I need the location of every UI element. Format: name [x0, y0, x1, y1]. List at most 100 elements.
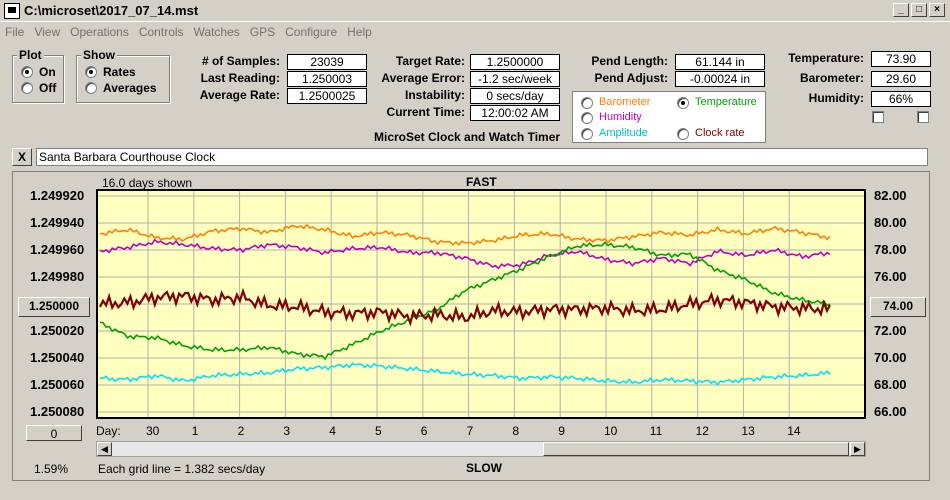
humidity-radio[interactable]	[581, 112, 593, 124]
series-line-4	[99, 287, 831, 327]
minimize-button[interactable]: _	[893, 3, 909, 17]
plot-off-label: Off	[39, 81, 57, 95]
show-averages-radio[interactable]	[85, 82, 97, 94]
average-error-label: Average Error:	[381, 71, 465, 85]
plot-on-label: On	[39, 65, 56, 79]
fast-label: FAST	[466, 175, 497, 189]
x-axis-tick: 2	[237, 424, 245, 438]
series-line-0	[99, 223, 831, 246]
series-line-2	[99, 241, 831, 361]
x-axis-tick: 4	[329, 424, 336, 438]
humidity-label: Humidity:	[808, 91, 864, 105]
clock-rate-radio[interactable]	[677, 128, 689, 140]
current-time-label: Current Time:	[386, 105, 465, 119]
days-shown-label: 16.0 days shown	[102, 176, 193, 190]
x-axis-tick: 6	[420, 424, 428, 438]
barometer-label: Barometer:	[799, 71, 864, 85]
right-center-button[interactable]: 74.00	[870, 297, 926, 317]
option-checkbox-1[interactable]	[872, 111, 884, 123]
show-rates-radio[interactable]	[85, 66, 97, 78]
left-axis-tick: 1.249920	[30, 188, 85, 203]
x-axis-tick: 5	[375, 424, 382, 438]
window-title: C:\microset\2017_07_14.mst	[24, 3, 199, 18]
slow-label: SLOW	[466, 461, 502, 475]
series-line-1	[99, 238, 831, 270]
temperature-field: 73.90	[871, 51, 931, 67]
temperature-radio[interactable]	[677, 97, 689, 109]
right-axis-tick: 72.00	[874, 323, 907, 338]
menu-gps[interactable]: GPS	[249, 25, 276, 39]
maximize-button[interactable]: □	[911, 3, 927, 17]
left-axis-tick: 1.250060	[30, 377, 85, 392]
left-axis-tick: 1.249960	[30, 242, 85, 257]
right-axis-tick: 82.00	[874, 188, 907, 203]
average-rate-label: Average Rate:	[199, 88, 280, 102]
show-averages-label: Averages	[103, 81, 157, 95]
scroll-right-button[interactable]: ▶	[850, 442, 865, 456]
menu-file[interactable]: File	[5, 25, 25, 39]
percent-label: 1.59%	[34, 462, 69, 476]
instability-label: Instability:	[404, 88, 465, 102]
barometer-radio[interactable]	[581, 97, 593, 109]
pend-adjust-label: Pend Adjust:	[594, 71, 668, 85]
overlay-selector: Barometer Temperature Humidity Amplitude…	[572, 91, 766, 143]
left-axis-tick: 1.249940	[30, 215, 85, 230]
app-icon	[4, 3, 20, 19]
x-axis-tick: 7	[466, 424, 474, 438]
plot-on-radio[interactable]	[21, 66, 33, 78]
right-axis-tick: 80.00	[874, 215, 907, 230]
right-axis-tick: 66.00	[874, 404, 907, 419]
menu-view[interactable]: View	[34, 25, 61, 39]
menu-watches[interactable]: Watches	[193, 25, 240, 39]
show-group-title: Show	[81, 48, 117, 62]
pend-length-field: 61.144 in	[675, 54, 765, 70]
clock-name-input[interactable]: Santa Barbara Courthouse Clock	[36, 148, 928, 166]
horizontal-scrollbar[interactable]: ◀ ▶	[96, 441, 866, 457]
x-axis-tick: 1	[191, 424, 199, 438]
plot-off-radio[interactable]	[21, 82, 33, 94]
plot-group: Plot On Off	[12, 48, 64, 103]
right-axis-tick: 76.00	[874, 269, 907, 284]
menu-bar: File View Operations Controls Watches GPS Conf…	[0, 23, 950, 41]
left-axis-tick: 1.250080	[30, 404, 85, 419]
clock-rate-option-label: Clock rate	[695, 127, 745, 139]
x-axis-tick: 3	[283, 424, 291, 438]
last-reading-label: Last Reading:	[200, 71, 280, 85]
current-time-field: 12:00:02 AM	[470, 105, 560, 121]
menu-help[interactable]: Help	[347, 25, 372, 39]
x-axis-tick: 10	[604, 424, 618, 438]
chart-svg	[98, 191, 864, 417]
x-axis-tick: 12	[695, 424, 709, 438]
series-line-3	[99, 362, 831, 387]
target-rate-label: Target Rate:	[395, 54, 465, 68]
show-rates-label: Rates	[103, 65, 136, 79]
left-axis-tick: 1.250020	[30, 323, 85, 338]
humidity-field: 66%	[871, 91, 931, 107]
temperature-option-label: Temperature	[695, 96, 757, 108]
day-axis-label: Day:	[96, 424, 121, 438]
menu-controls[interactable]: Controls	[138, 25, 184, 39]
barometer-option-label: Barometer	[599, 96, 651, 108]
left-center-button[interactable]: 1.250000	[18, 297, 90, 317]
option-checkbox-2[interactable]	[917, 111, 929, 123]
scroll-thumb[interactable]	[543, 442, 849, 456]
zero-button[interactable]: 0	[26, 425, 82, 441]
x-axis-tick: 8	[512, 424, 520, 438]
menu-operations[interactable]: Operations	[70, 25, 129, 39]
grid-note: Each grid line = 1.382 secs/day	[98, 462, 266, 476]
scroll-left-button[interactable]: ◀	[97, 442, 112, 456]
amplitude-radio[interactable]	[581, 128, 593, 140]
humidity-option-label: Humidity	[599, 111, 642, 123]
close-clock-button[interactable]: X	[12, 148, 32, 166]
menu-configure[interactable]: Configure	[285, 25, 338, 39]
pend-adjust-field[interactable]: -0.00024 in	[675, 71, 765, 87]
plot-area[interactable]	[96, 189, 866, 419]
average-error-field: -1.2 sec/week	[470, 71, 560, 87]
barometer-field: 29.60	[871, 71, 931, 87]
last-reading-field: 1.250003	[287, 71, 367, 87]
x-axis-tick: 13	[741, 424, 755, 438]
left-axis-tick: 1.250040	[30, 350, 85, 365]
right-axis-tick: 68.00	[874, 377, 907, 392]
close-window-button[interactable]: ×	[929, 3, 945, 17]
target-rate-field[interactable]: 1.2500000	[470, 54, 560, 70]
